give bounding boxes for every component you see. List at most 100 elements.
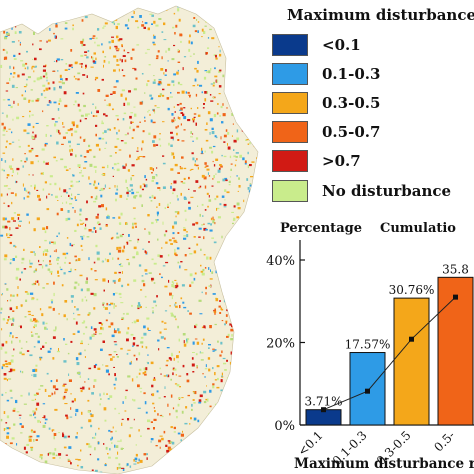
map-pixel	[167, 83, 171, 86]
map-pixel	[188, 40, 191, 44]
map-pixel	[13, 54, 16, 57]
map-pixel	[209, 118, 213, 122]
map-pixel	[58, 432, 60, 434]
map-pixel	[165, 69, 167, 72]
map-pixel	[113, 303, 115, 306]
map-pixel	[6, 140, 8, 143]
map-pixel	[42, 250, 45, 253]
map-pixel	[75, 92, 79, 94]
map-pixel	[25, 157, 28, 161]
map-pixel	[147, 362, 149, 365]
map-pixel	[15, 193, 17, 197]
map-pixel	[201, 147, 203, 151]
map-pixel	[248, 190, 250, 193]
map-pixel	[38, 264, 42, 266]
map-pixel	[92, 35, 96, 37]
map-pixel	[168, 142, 170, 146]
map-pixel	[29, 259, 31, 263]
map-pixel	[35, 439, 38, 441]
map-pixel	[192, 391, 194, 393]
map-pixel	[173, 106, 175, 108]
map-pixel	[147, 80, 150, 82]
cumulative-point	[321, 407, 326, 413]
map-pixel	[16, 293, 19, 297]
map-pixel	[218, 93, 221, 95]
map-pixel	[211, 37, 215, 40]
map-pixel	[177, 125, 179, 128]
map-pixel	[219, 69, 222, 72]
map-pixel	[28, 99, 31, 102]
map-pixel	[65, 169, 69, 171]
map-pixel	[3, 49, 7, 51]
map-pixel	[205, 364, 207, 368]
map-pixel	[113, 127, 116, 130]
map-pixel	[21, 257, 25, 261]
map-pixel	[153, 377, 156, 380]
map-pixel	[11, 355, 14, 357]
map-pixel	[213, 310, 217, 313]
map-pixel	[150, 361, 154, 365]
map-pixel	[113, 86, 117, 88]
map-pixel	[141, 73, 144, 75]
map-pixel	[246, 178, 249, 181]
map-pixel	[0, 307, 3, 311]
map-pixel	[106, 302, 109, 306]
map-pixel	[58, 81, 62, 83]
map-pixel	[80, 54, 84, 57]
map-pixel	[129, 154, 131, 158]
map-pixel	[158, 348, 160, 351]
map-pixel	[32, 125, 35, 129]
map-pixel	[8, 165, 12, 169]
map-pixel	[141, 345, 144, 348]
map-pixel	[182, 301, 185, 304]
map-pixel	[173, 117, 175, 119]
map-pixel	[220, 307, 223, 311]
map-pixel	[57, 270, 59, 274]
map-pixel	[7, 98, 10, 101]
map-pixel	[145, 184, 148, 188]
map-pixel	[215, 57, 218, 60]
map-pixel	[133, 246, 137, 250]
map-pixel	[59, 98, 62, 101]
map-pixel	[179, 166, 182, 168]
map-pixel	[147, 354, 149, 356]
map-pixel	[227, 333, 230, 337]
map-pixel	[184, 209, 187, 212]
map-pixel	[166, 347, 170, 349]
map-pixel	[164, 285, 168, 288]
map-pixel	[107, 280, 109, 283]
map-pixel	[127, 52, 130, 54]
map-pixel	[11, 27, 13, 30]
map-pixel	[227, 146, 231, 150]
map-pixel	[121, 89, 125, 92]
map-pixel	[194, 163, 196, 166]
map-pixel	[83, 44, 86, 46]
map-pixel	[31, 399, 35, 401]
map-pixel	[161, 56, 163, 60]
map-pixel	[195, 93, 198, 97]
map-pixel	[233, 217, 236, 221]
map-pixel	[115, 430, 117, 433]
map-pixel	[128, 90, 131, 93]
map-pixel	[172, 232, 175, 235]
map-pixel	[100, 398, 102, 400]
map-pixel	[156, 295, 158, 298]
map-pixel	[85, 326, 88, 329]
legend-label: 0.5-0.7	[322, 123, 381, 141]
map-pixel	[138, 458, 140, 462]
map-pixel	[30, 251, 33, 253]
map-pixel	[179, 167, 183, 170]
map-pixel	[132, 398, 134, 401]
map-pixel	[124, 410, 127, 412]
map-pixel	[116, 188, 119, 191]
map-pixel	[43, 65, 46, 68]
map-pixel	[127, 327, 130, 330]
map-pixel	[80, 244, 83, 247]
map-pixel	[119, 296, 122, 298]
map-pixel	[7, 205, 10, 208]
map-pixel	[121, 317, 125, 320]
map-pixel	[121, 271, 123, 274]
map-pixel	[37, 419, 40, 423]
map-pixel	[76, 223, 79, 227]
map-pixel	[197, 107, 199, 109]
